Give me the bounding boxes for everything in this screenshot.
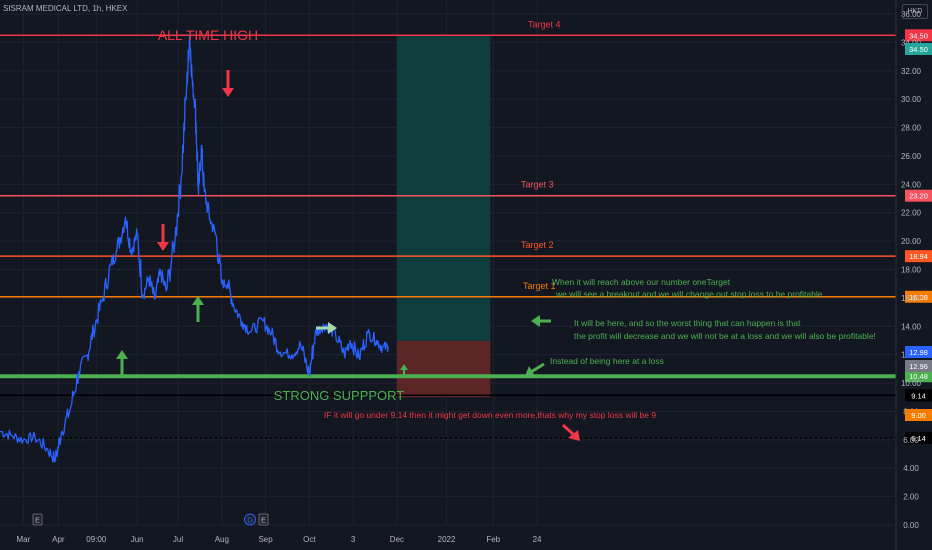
price-tag-value: 9.14 [911,391,926,400]
y-tick-label: 18.00 [901,266,922,275]
y-tick-label: 14.00 [901,322,922,331]
x-tick-label: Apr [52,535,65,544]
level-price-tag: 6.14 [905,431,932,444]
y-tick-label: 26.00 [901,152,922,161]
price-tag-value: 34.50 [909,45,928,54]
price-tag-bg [905,389,932,402]
price-tag-value: 9.00 [911,411,926,420]
y-tick-label: 34.00 [901,38,922,47]
x-tick-label: Jun [131,535,144,544]
green-arrow-icon [531,315,551,327]
price-tag-value: 16.08 [909,293,928,302]
x-axis[interactable]: Mar Apr 09:00 Jun Jul Aug Sep Oct 3 Dec 2022 Feb 24 [16,535,542,544]
level-price-tag: 10.48 [905,370,932,383]
earnings-badge[interactable]: E [32,513,43,526]
x-tick-label: Mar [16,535,30,544]
y-tick-label: 28.00 [901,124,922,133]
price-tag-value: 6.14 [911,434,926,443]
red-arrow-icon [561,423,580,441]
horizontal-levels: Target 4 34.50 Target 3 23.20 Target 2 18.94 T… [0,19,932,444]
dividend-badge[interactable]: D [244,513,256,526]
y-tick-label: 10.00 [901,379,922,388]
y-tick-label: 16.00 [901,294,922,303]
price-tag-bg [905,250,932,263]
price-tag-bg [905,346,932,358]
x-tick-label: Aug [215,535,229,544]
price-tag-bg [905,370,932,383]
level-price-tag: 18.94 [905,250,932,263]
y-tick-label: 30.00 [901,95,922,104]
green-arrow-icon [116,350,128,376]
earnings-badge[interactable]: E [258,513,269,526]
x-tick-label: Feb [486,535,500,544]
price-tag-bg [905,43,932,55]
profit-zone [396,35,491,341]
x-tick-label: Jul [173,535,183,544]
y-tick-label: 2.00 [903,493,919,502]
x-tick-label: Sep [258,535,273,544]
red-arrow-icon [157,224,169,251]
x-tick-label: 3 [351,535,356,544]
strong-support-label: STRONG SUPPPORT [274,388,405,403]
red-arrow-icon [222,70,234,97]
y-tick-label: 6.00 [903,436,919,445]
level-price-tag: 23.20 [905,189,932,202]
svg-text:D: D [247,516,253,525]
green-arrow-icon [525,362,545,376]
level-label: Target 3 [521,180,554,190]
level-price-tag: 16.08 [905,290,932,303]
svg-text:E: E [35,516,40,525]
x-tick-label: 09:00 [86,535,107,544]
y-tick-label: 24.00 [901,180,922,189]
price-tag-value: 12.98 [909,348,928,357]
light-green-arrow-icon [316,322,337,334]
price-tag-value: 18.94 [909,252,928,261]
price-tag-bg [905,290,932,303]
y-tick-label: 4.00 [903,464,919,473]
level-price-tag: 9.14 [905,389,932,402]
price-tag-bg [905,29,932,42]
loss-zone [396,340,491,398]
level-label: Target 4 [528,19,561,29]
price-tag-value: 12.96 [909,362,928,371]
x-tick-label: 24 [533,535,542,544]
y-tick-label: 0.00 [903,521,919,530]
currency-badge[interactable]: HKD [902,4,928,19]
x-tick-label: 2022 [438,535,456,544]
price-tag-bg [905,360,932,372]
x-tick-label: Dec [390,535,404,544]
green-arrow-icon [192,296,204,322]
all-time-high-label: ALL TIME HIGH [158,27,258,43]
instead-note: Instead of being here at a loss [550,356,664,366]
stop-loss-note: IF it will go under 9.14 then it might g… [324,410,656,420]
price-tag-value: 10.48 [909,372,928,381]
position-zones [396,35,491,398]
breakout-note-line-2: we will see a breakout and we will chang… [555,289,823,299]
green-arrow-icon [400,364,408,378]
worst-case-note-line-1: It will be here, and so the worst thing … [574,318,801,328]
y-tick-label: 36.00 [901,10,922,19]
level-label: Target 1 [523,281,556,291]
price-tag-bg [905,431,932,444]
level-label: Target 2 [521,240,554,250]
price-tag-bg [905,189,932,202]
breakout-note-line-1: When it will reach above our number oneT… [552,277,731,287]
x-tick-label: Oct [303,535,316,544]
svg-text:E: E [261,516,266,525]
price-tag-value: 34.50 [909,31,928,40]
price-tag-bg [905,409,932,421]
y-tick-label: 32.00 [901,67,922,76]
worst-case-note-line-2: the profit will decrease and we will not… [574,331,876,341]
price-tags: 34.50 12.98 12.96 9.00 [905,43,932,421]
price-tag-value: 23.20 [909,192,928,201]
chart-title: SISRAM MEDICAL LTD, 1h, HKEX [3,4,128,13]
y-tick-label: 22.00 [901,209,922,218]
y-tick-label: 20.00 [901,237,922,246]
level-price-tag: 34.50 [905,29,932,42]
